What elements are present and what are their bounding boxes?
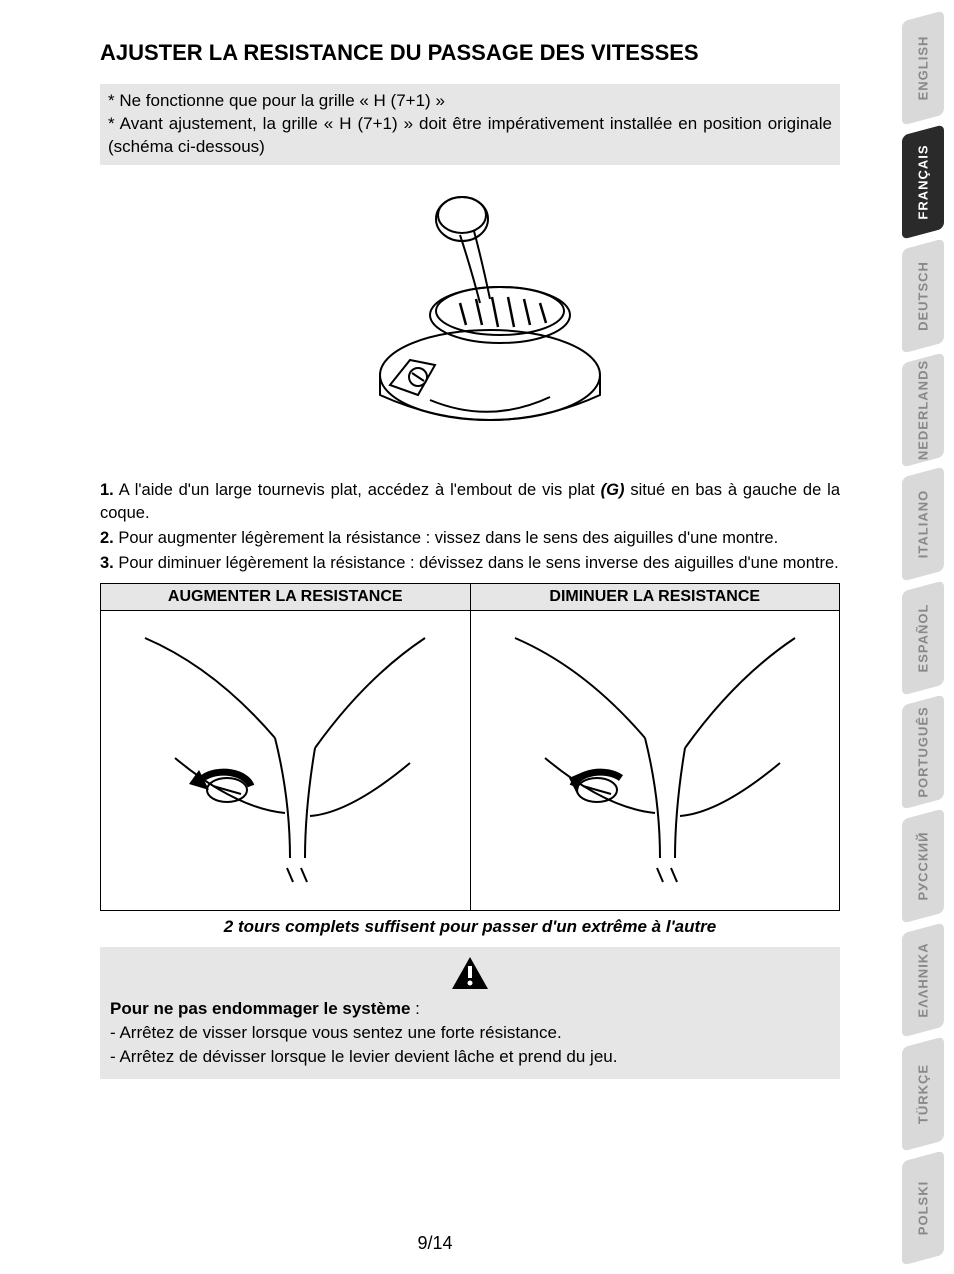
- table-header-increase: AUGMENTER LA RESISTANCE: [101, 584, 471, 611]
- warning-title-line: Pour ne pas endommager le système :: [110, 997, 830, 1021]
- warning-line-2: - Arrêtez de dévisser lorsque le levier …: [110, 1045, 830, 1069]
- warning-icon: [450, 955, 490, 991]
- table-cell-increase: [101, 611, 471, 911]
- lang-tab-label: ESPAÑOL: [916, 604, 931, 673]
- lang-tab-label: ITALIANO: [916, 490, 931, 558]
- warning-colon: :: [410, 999, 419, 1018]
- step-2-text: Pour augmenter légèrement la résistance …: [114, 529, 778, 547]
- lang-tab-português[interactable]: PORTUGUÊS: [902, 694, 944, 809]
- notice-box: * Ne fonctionne que pour la grille « H (…: [100, 84, 840, 165]
- step-1-text: A l'aide d'un large tournevis plat, accé…: [114, 481, 601, 499]
- lang-tab-polski[interactable]: POLSKI: [902, 1150, 944, 1265]
- lang-tab-english[interactable]: ENGLISH: [902, 10, 944, 125]
- table-cell-decrease: [470, 611, 840, 911]
- lang-tab-español[interactable]: ESPAÑOL: [902, 580, 944, 695]
- lang-tab-ελληνικα[interactable]: ΕΛΛΗΝΙΚΑ: [902, 922, 944, 1037]
- lang-tab-label: POLSKI: [916, 1181, 931, 1235]
- language-tabs: ENGLISH FRANÇAIS DEUTSCH NEDERLANDS ITALIANO…: [870, 0, 954, 1274]
- lang-tab-français[interactable]: FRANÇAIS: [902, 124, 944, 239]
- lang-tab-label: DEUTSCH: [916, 261, 931, 331]
- lang-tab-label: PORTUGUÊS: [916, 706, 931, 797]
- step-3-text: Pour diminuer légèrement la résistance :…: [114, 554, 839, 572]
- lang-tab-label: РУССКИЙ: [916, 832, 931, 901]
- manual-page: AJUSTER LA RESISTANCE DU PASSAGE DES VIT…: [0, 0, 870, 1274]
- warning-title: Pour ne pas endommager le système: [110, 999, 410, 1018]
- lang-tab-label: ENGLISH: [916, 36, 931, 101]
- page-number: 9/14: [0, 1233, 870, 1254]
- notice-line-1: * Ne fonctionne que pour la grille « H (…: [108, 90, 832, 113]
- step-2: 2. Pour augmenter légèrement la résistan…: [100, 527, 840, 550]
- lang-tab-deutsch[interactable]: DEUTSCH: [902, 238, 944, 353]
- step-1: 1. A l'aide d'un large tournevis plat, a…: [100, 479, 840, 525]
- notice-line-2: * Avant ajustement, la grille « H (7+1) …: [108, 113, 832, 159]
- resistance-table: AUGMENTER LA RESISTANCE DIMINUER LA RESI…: [100, 583, 840, 911]
- step-1-ref: (G): [601, 481, 625, 499]
- lang-tab-label: FRANÇAIS: [916, 144, 931, 219]
- shifter-illustration: [290, 185, 650, 465]
- warning-box: Pour ne pas endommager le système : - Ar…: [100, 947, 840, 1078]
- step-1-number: 1.: [100, 481, 114, 499]
- lang-tab-label: ΕΛΛΗΝΙΚΑ: [916, 942, 931, 1017]
- instruction-steps: 1. A l'aide d'un large tournevis plat, a…: [100, 479, 840, 575]
- lang-tab-nederlands[interactable]: NEDERLANDS: [902, 352, 944, 467]
- decrease-diagram: [485, 618, 825, 898]
- step-3: 3. Pour diminuer légèrement la résistanc…: [100, 552, 840, 575]
- step-2-number: 2.: [100, 529, 114, 547]
- lang-tab-türkçe[interactable]: TÜRKÇE: [902, 1036, 944, 1151]
- lang-tab-label: TÜRKÇE: [916, 1064, 931, 1124]
- warning-line-1: - Arrêtez de visser lorsque vous sentez …: [110, 1021, 830, 1045]
- increase-diagram: [115, 618, 455, 898]
- lang-tab-label: NEDERLANDS: [916, 360, 931, 460]
- page-title: AJUSTER LA RESISTANCE DU PASSAGE DES VIT…: [100, 40, 840, 66]
- table-header-decrease: DIMINUER LA RESISTANCE: [470, 584, 840, 611]
- lang-tab-italiano[interactable]: ITALIANO: [902, 466, 944, 581]
- lang-tab-русский[interactable]: РУССКИЙ: [902, 808, 944, 923]
- step-3-number: 3.: [100, 554, 114, 572]
- main-diagram: [100, 175, 840, 475]
- table-caption: 2 tours complets suffisent pour passer d…: [100, 917, 840, 937]
